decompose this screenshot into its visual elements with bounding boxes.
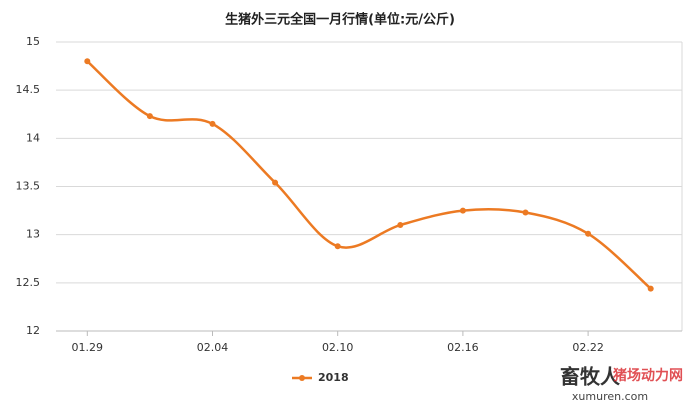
point — [522, 209, 529, 216]
point — [209, 120, 216, 127]
point — [647, 285, 654, 292]
x-tick-label: 02.04 — [197, 341, 229, 354]
y-tick-label: 12 — [26, 324, 40, 337]
x-tick-label: 02.10 — [322, 341, 354, 354]
watermark-text: xumuren.com — [572, 390, 648, 403]
line — [86, 60, 652, 290]
legend-label: 2018 — [318, 371, 349, 384]
point — [334, 243, 341, 250]
x-tick-label: 02.22 — [572, 341, 604, 354]
point — [459, 207, 466, 214]
point — [397, 222, 404, 229]
y-tick-label: 13.5 — [16, 180, 41, 193]
y-tick-label: 14 — [26, 131, 40, 144]
chart-title: 生猪外三元全国一月行情(单位:元/公斤) — [225, 12, 455, 28]
legend-marker — [299, 375, 305, 381]
point — [146, 113, 153, 120]
point — [84, 58, 91, 65]
y-tick-label: 14.5 — [16, 83, 41, 96]
x-tick-label: 01.29 — [72, 341, 104, 354]
y-tick-label: 12.5 — [16, 276, 41, 289]
point — [272, 179, 279, 186]
point — [585, 230, 592, 237]
x-tick-label: 02.16 — [447, 341, 479, 354]
watermark-text: 畜牧人 — [560, 365, 621, 389]
y-tick-label: 15 — [26, 35, 40, 48]
watermark-text: 猪场动力网 — [612, 367, 683, 384]
y-tick-label: 13 — [26, 228, 40, 241]
